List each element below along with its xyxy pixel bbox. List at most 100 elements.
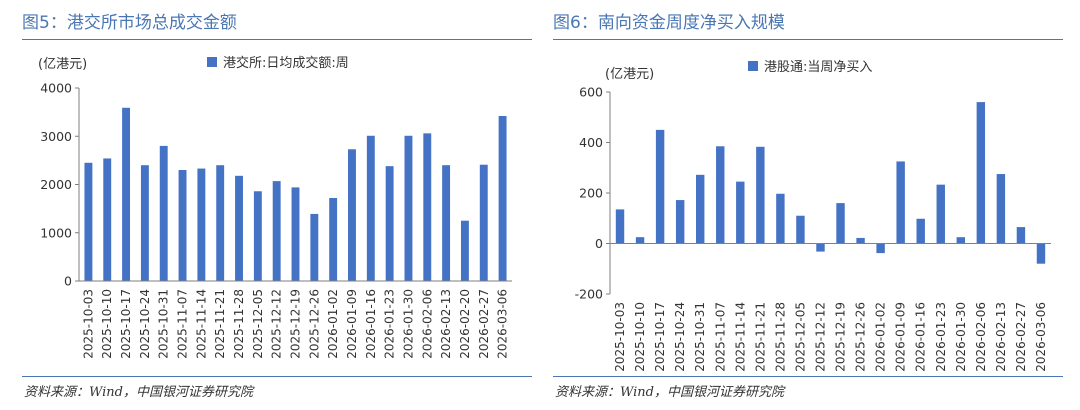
x-tick-label: 2026-02-06 [974, 302, 988, 372]
chart-panel-turnover: 图5：港交所市场总成交金额 (亿港元) 港交所:日均成交额:周 0 1000 2000 3… [22, 0, 532, 410]
y-axis-unit-label: (亿港元) [605, 67, 654, 82]
x-tick-label: 2026-01-23 [383, 289, 397, 359]
bar [159, 145, 168, 281]
bar [348, 149, 356, 281]
bar-chart-turnover: (亿港元) 港交所:日均成交额:周 0 1000 2000 3000 4000 2025-10… [38, 55, 512, 359]
bar [916, 218, 925, 244]
bar [460, 220, 469, 281]
x-tick-label: 2025-11-07 [713, 302, 727, 372]
x-tick-label: 2025-11-28 [232, 289, 246, 359]
x-tick-label: 2025-10-10 [633, 302, 647, 372]
bar [976, 102, 986, 244]
bar [836, 203, 845, 244]
x-tick-label: 2025-11-07 [176, 289, 190, 359]
y-tick-label: -200 [575, 287, 603, 302]
bar [423, 133, 432, 281]
x-tick-label: 2026-03-06 [496, 289, 510, 359]
x-tick-label: 2026-02-27 [1014, 302, 1028, 372]
source-rule [22, 376, 532, 377]
bar [310, 213, 319, 281]
bar [716, 146, 725, 244]
title-rule [22, 39, 532, 40]
x-tick-label: 2026-03-06 [1034, 302, 1048, 372]
y-tick-label: 4000 [40, 81, 72, 96]
x-tick-label: 2025-12-05 [793, 302, 807, 372]
bar [615, 209, 625, 244]
bar [479, 164, 488, 281]
x-tick-label: 2025-12-12 [813, 302, 827, 372]
legend-label: 港股通:当周净买入 [764, 60, 872, 75]
bar [876, 243, 885, 254]
bar [498, 115, 507, 281]
x-tick-label: 2026-02-13 [439, 289, 453, 359]
bar [329, 198, 338, 281]
bar [695, 174, 705, 244]
bar [122, 107, 131, 281]
bar [1016, 227, 1026, 244]
x-tick-label: 2025-10-31 [693, 302, 707, 372]
title-rule [553, 39, 1063, 40]
y-tick-label: 0 [595, 236, 603, 251]
x-tick-label: 2025-11-21 [213, 289, 227, 359]
y-tick-label: 1000 [40, 225, 72, 240]
bar [404, 135, 413, 281]
x-tick-label: 2026-01-30 [954, 302, 968, 372]
x-tick-label: 2026-01-23 [934, 302, 948, 372]
x-tick-label: 2026-01-16 [914, 302, 928, 372]
x-tick-label: 2025-10-17 [653, 302, 667, 372]
bar [272, 181, 281, 281]
x-tick-label: 2025-12-19 [289, 289, 303, 359]
bar [385, 166, 394, 281]
bar [140, 165, 149, 281]
source-rule [553, 376, 1063, 377]
x-tick-label: 2025-10-03 [81, 289, 95, 359]
bar [253, 191, 262, 281]
legend-label: 港交所:日均成交额:周 [223, 55, 349, 71]
bar [1036, 243, 1046, 264]
legend: 港交所:日均成交额:周 [207, 55, 349, 71]
x-tick-label: 2025-12-26 [307, 289, 321, 359]
bar [635, 237, 645, 244]
y-tick-label: 0 [64, 274, 72, 289]
bar [796, 215, 805, 244]
x-tick-label: 2025-12-12 [270, 289, 284, 359]
bar [896, 161, 905, 244]
x-tick-label: 2026-02-27 [477, 289, 491, 359]
bar [178, 170, 187, 281]
x-tick-label: 2025-10-17 [119, 289, 133, 359]
x-tick-label: 2025-11-28 [773, 302, 787, 372]
x-tick-label: 2025-10-24 [138, 289, 152, 359]
x-tick-label: 2025-12-19 [834, 302, 848, 372]
chart-panel-southbound: 图6：南向资金周度净买入规模 (亿港元) 港股通:当周净买入 -200 0 200 400… [553, 0, 1063, 410]
y-tick-label: 3000 [40, 129, 72, 144]
x-tick-label: 2026-01-02 [326, 289, 340, 359]
bar [197, 168, 206, 281]
bar [442, 165, 451, 281]
bar-chart-southbound: (亿港元) 港股通:当周净买入 -200 0 200 400 600 2025-10-03 20… [575, 60, 1051, 372]
x-tick-label: 2025-10-03 [613, 302, 627, 372]
x-tick-label: 2026-01-30 [401, 289, 415, 359]
bar [776, 193, 785, 244]
bar [216, 165, 225, 281]
x-tick-label: 2026-01-02 [874, 302, 888, 372]
x-tick-label: 2025-12-26 [854, 302, 868, 372]
legend-swatch [207, 57, 217, 67]
x-tick-label: 2025-11-21 [753, 302, 767, 372]
x-tick-label: 2025-11-14 [194, 289, 208, 359]
x-tick-label: 2026-02-20 [458, 289, 472, 359]
x-tick-label: 2025-10-31 [157, 289, 171, 359]
x-tick-label: 2026-01-09 [345, 289, 359, 359]
y-tick-label: 400 [579, 135, 603, 150]
x-tick-label: 2025-12-05 [251, 289, 265, 359]
bar [675, 200, 685, 244]
y-tick-label: 2000 [40, 177, 72, 192]
bar [756, 146, 765, 244]
bar [736, 181, 745, 244]
legend: 港股通:当周净买入 [748, 60, 872, 75]
bar [816, 243, 825, 252]
y-tick-label: 600 [579, 85, 603, 100]
bar [856, 237, 865, 244]
x-tick-label: 2025-11-14 [733, 302, 747, 372]
x-tick-label: 2026-01-09 [894, 302, 908, 372]
bar [366, 135, 375, 281]
